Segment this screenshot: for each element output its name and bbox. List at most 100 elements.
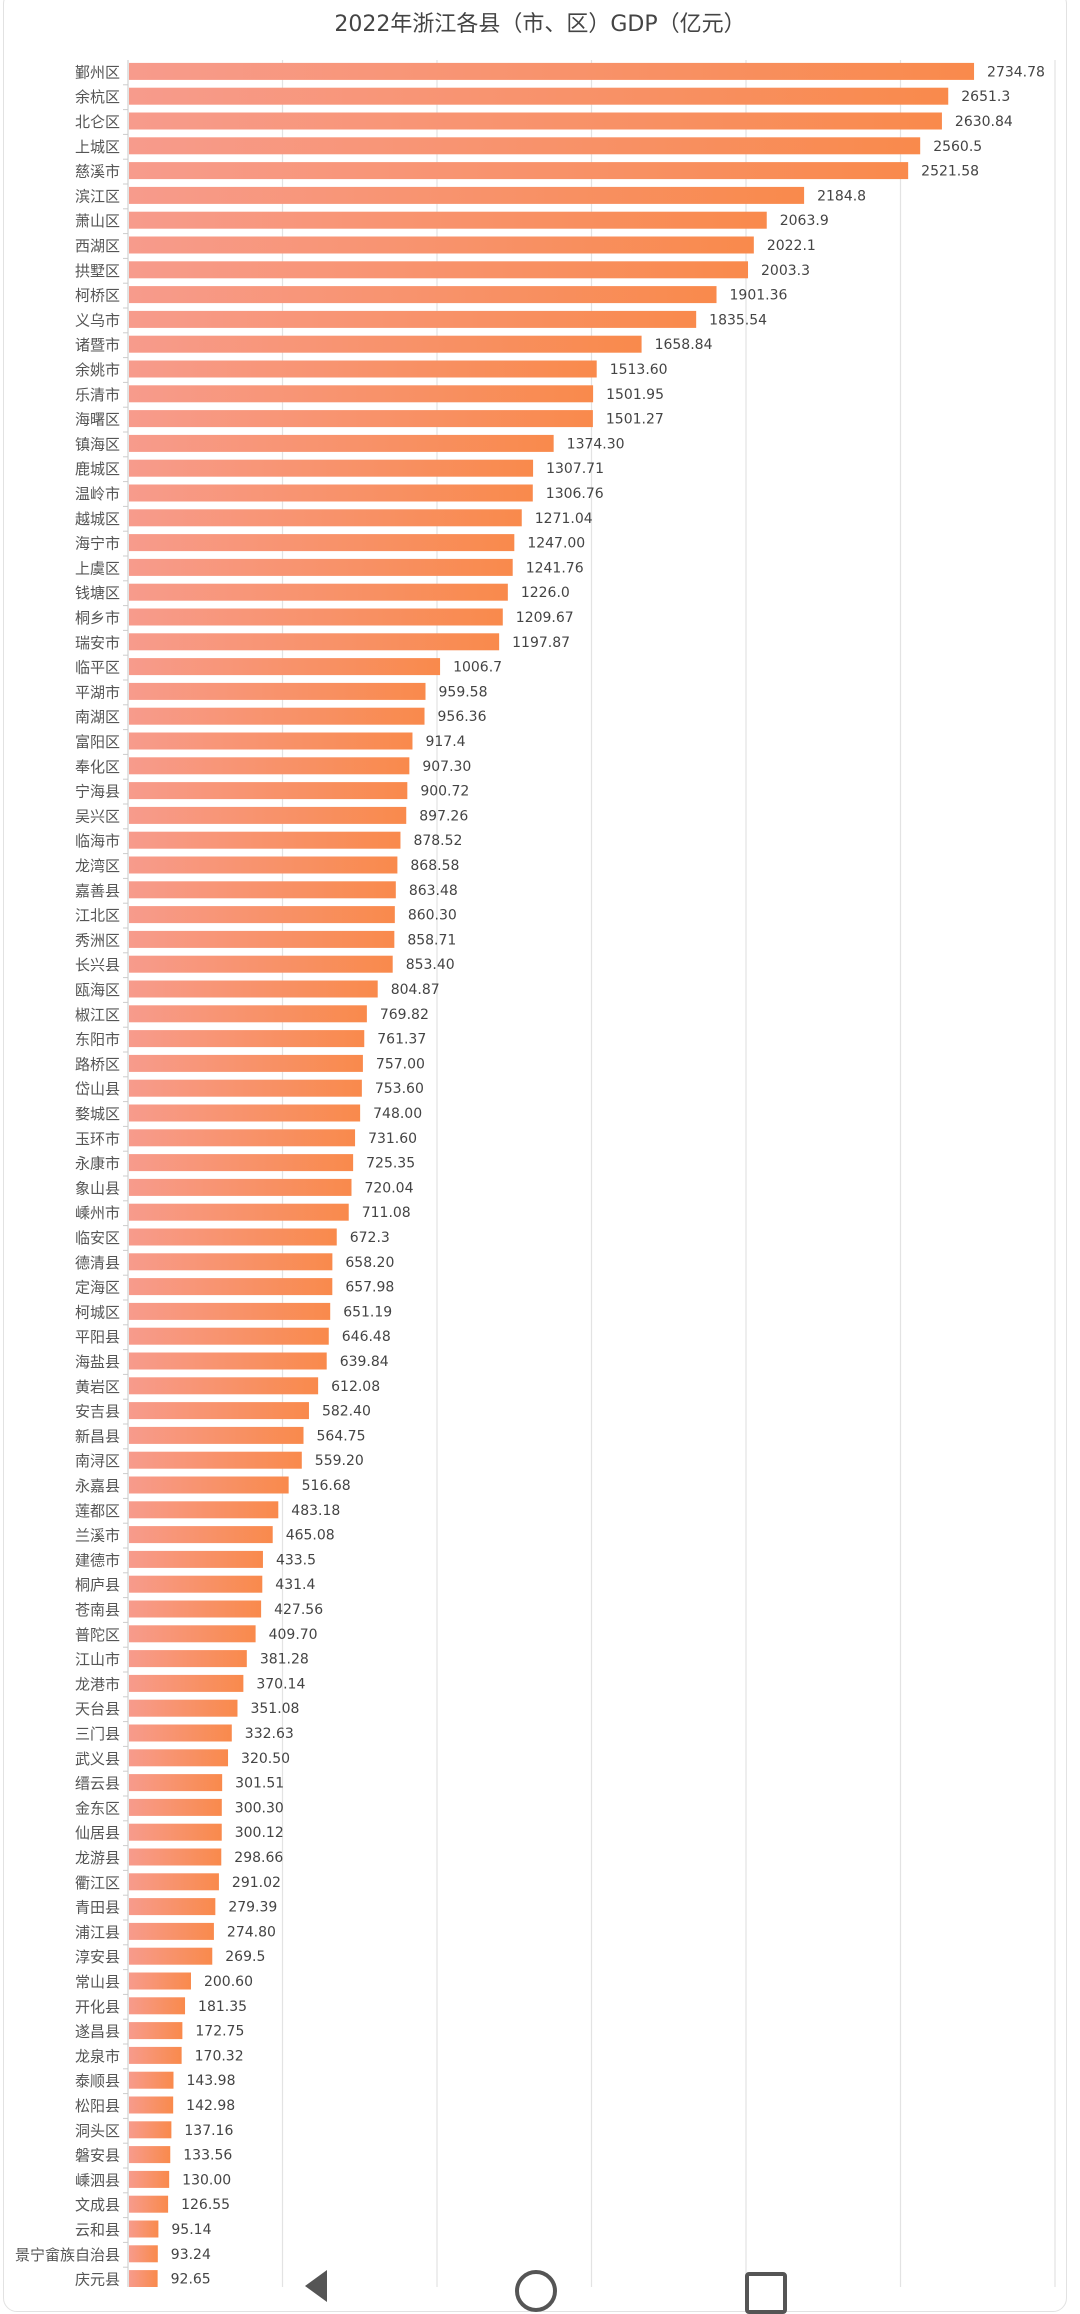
data-label: 658.20	[345, 1255, 394, 1271]
data-label: 878.52	[413, 833, 462, 849]
data-label: 725.35	[366, 1156, 415, 1172]
y-tick-label: 长兴县	[75, 956, 120, 974]
data-label: 320.50	[241, 1751, 290, 1767]
recents-icon[interactable]	[745, 2272, 787, 2314]
y-tick-label: 柯桥区	[75, 287, 120, 305]
data-label: 279.39	[228, 1900, 277, 1916]
y-tick-label: 西湖区	[75, 237, 120, 255]
y-tick-label: 南湖区	[75, 708, 120, 726]
bar	[129, 707, 425, 725]
y-tick-label: 鄞州区	[75, 63, 120, 81]
bar	[129, 186, 805, 204]
data-label: 1271.04	[535, 511, 593, 527]
bar	[129, 1030, 365, 1048]
y-tick-label: 椒江区	[75, 1006, 120, 1024]
data-label: 143.98	[186, 2073, 235, 2089]
data-label: 332.63	[245, 1726, 294, 1742]
y-tick-label: 滨江区	[75, 187, 120, 205]
y-tick-label: 南浔区	[75, 1452, 120, 1470]
bar	[129, 1426, 304, 1444]
y-tick-label: 桐庐县	[75, 1576, 120, 1594]
data-label: 93.24	[171, 2247, 211, 2263]
data-label: 1241.76	[526, 560, 584, 576]
bar	[129, 856, 398, 874]
bar	[129, 2096, 174, 2114]
bar	[129, 1005, 367, 1023]
y-tick-label: 兰溪市	[75, 1527, 120, 1545]
home-icon[interactable]	[515, 2270, 557, 2312]
y-tick-label: 定海区	[75, 1279, 120, 1297]
bar	[129, 1377, 319, 1395]
y-tick-label: 庆元县	[75, 2271, 120, 2287]
bar	[129, 1402, 309, 1420]
data-label: 804.87	[391, 982, 440, 998]
bar	[129, 286, 717, 304]
data-label: 711.08	[362, 1205, 411, 1221]
data-label: 427.56	[274, 1602, 323, 1618]
bar	[129, 2071, 174, 2089]
y-tick-label: 文成县	[75, 2196, 120, 2214]
data-label: 381.28	[260, 1652, 309, 1668]
bar	[129, 831, 401, 849]
data-label: 564.75	[317, 1428, 366, 1444]
bar	[129, 2170, 170, 2188]
back-icon[interactable]	[305, 2270, 327, 2302]
bar	[129, 1922, 214, 1940]
data-label: 612.08	[331, 1379, 380, 1395]
data-label: 1006.7	[453, 660, 502, 676]
bar	[129, 335, 642, 353]
data-label: 274.80	[227, 1924, 276, 1940]
data-label: 897.26	[419, 808, 468, 824]
bar	[129, 1674, 244, 1692]
bar	[129, 459, 534, 477]
data-label: 1247.00	[527, 536, 585, 552]
data-label: 300.30	[235, 1800, 284, 1816]
y-tick-label: 龙泉市	[75, 2047, 120, 2065]
y-tick-label: 海曙区	[75, 411, 120, 429]
data-label: 868.58	[410, 858, 459, 874]
data-label: 291.02	[232, 1875, 281, 1891]
data-label: 956.36	[438, 709, 487, 725]
y-tick-label: 温岭市	[75, 485, 120, 503]
y-tick-label: 洞头区	[75, 2122, 120, 2140]
y-tick-label: 桐乡市	[75, 609, 120, 627]
y-tick-label: 永嘉县	[75, 1477, 120, 1495]
bar	[129, 1798, 222, 1816]
data-label: 2003.3	[761, 263, 810, 279]
bar	[129, 2195, 169, 2213]
y-tick-label: 建德市	[75, 1551, 120, 1569]
bar	[129, 1203, 349, 1221]
bar	[129, 2146, 171, 2164]
bar	[129, 236, 754, 254]
y-tick-label: 瑞安市	[75, 634, 120, 652]
y-tick-label: 天台县	[75, 1700, 120, 1718]
data-label: 582.40	[322, 1404, 371, 1420]
data-label: 269.5	[225, 1949, 265, 1965]
bar	[129, 162, 909, 180]
bar	[129, 1774, 223, 1792]
bar	[129, 1352, 327, 1370]
data-label: 757.00	[376, 1056, 425, 1072]
bar	[129, 1898, 216, 1916]
y-tick-label: 龙游县	[75, 1849, 120, 1867]
data-label: 370.14	[256, 1676, 305, 1692]
data-label: 1226.0	[521, 585, 570, 601]
y-tick-label: 泰顺县	[75, 2072, 120, 2090]
data-label: 1835.54	[709, 312, 767, 328]
data-label: 2630.84	[955, 114, 1013, 130]
y-tick-label: 开化县	[75, 1998, 120, 2016]
y-tick-label: 平阳县	[75, 1328, 120, 1346]
bar	[129, 87, 949, 105]
y-tick-label: 海盐县	[75, 1353, 120, 1371]
y-tick-label: 浦江县	[75, 1923, 120, 1941]
data-label: 409.70	[269, 1627, 318, 1643]
data-label: 720.04	[364, 1180, 413, 1196]
data-label: 1306.76	[546, 486, 604, 502]
y-tick-label: 普陀区	[75, 1626, 120, 1644]
y-tick-label: 宁海县	[75, 783, 120, 801]
bar	[129, 62, 975, 80]
y-tick-label: 婺城区	[75, 1105, 120, 1123]
y-tick-label: 磐安县	[75, 2147, 120, 2165]
data-label: 657.98	[345, 1280, 394, 1296]
data-label: 959.58	[439, 684, 488, 700]
